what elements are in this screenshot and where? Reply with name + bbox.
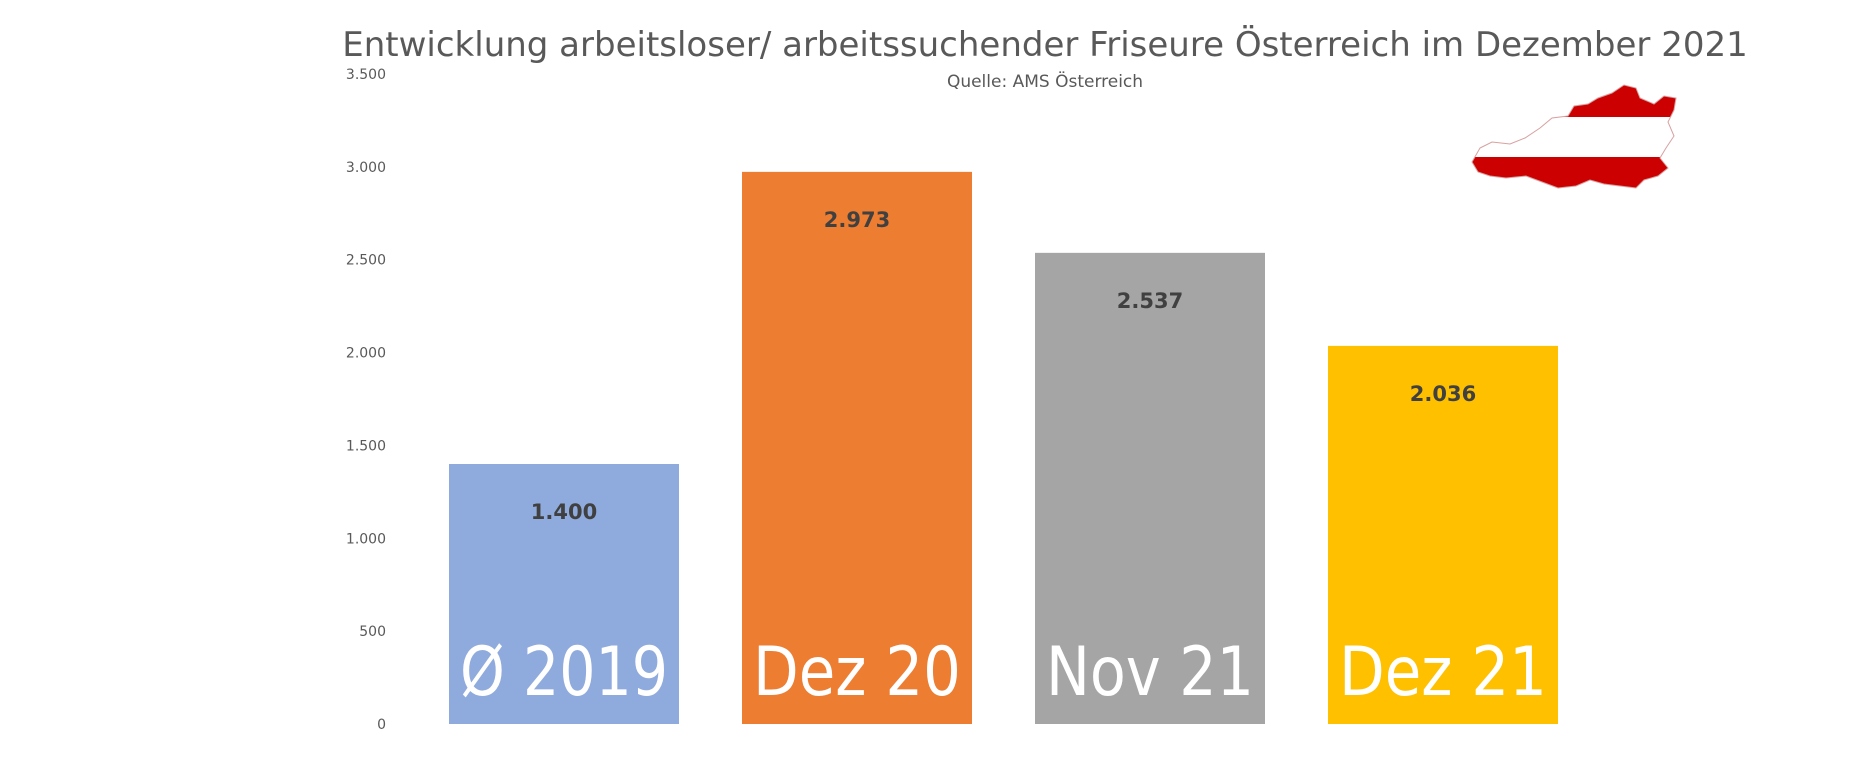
bar-4 <box>1328 345 1558 724</box>
chart-subtitle: Quelle: AMS Österreich <box>947 70 1143 92</box>
bar-1 <box>449 464 679 724</box>
y-tick-label: 2.500 <box>346 253 386 269</box>
y-tick-label: 0 <box>377 717 386 733</box>
bars: 1.400 Ø 2019 2.973 Dez 20 2.537 Nov 21 2.036 De… <box>449 171 1558 725</box>
y-axis: 0 500 1.000 1.500 2.000 2.500 3.000 3.500 <box>346 67 386 733</box>
category-label: Dez 21 <box>1339 633 1547 712</box>
austria-flag-map-icon <box>1471 84 1677 189</box>
category-label: Dez 20 <box>753 633 961 712</box>
bar-3 <box>1035 252 1265 725</box>
bar-2 <box>742 171 972 724</box>
data-label: 2.973 <box>824 208 890 232</box>
data-label: 2.537 <box>1117 289 1183 313</box>
y-tick-label: 1.500 <box>346 438 386 454</box>
y-tick-label: 3.500 <box>346 67 386 83</box>
y-tick-label: 500 <box>359 624 386 640</box>
y-tick-label: 2.000 <box>346 346 386 362</box>
y-tick-label: 1.000 <box>346 531 386 547</box>
chart-title: Entwicklung arbeitsloser/ arbeitssuchend… <box>342 24 1748 65</box>
category-label: Ø 2019 <box>460 633 668 712</box>
category-label: Nov 21 <box>1046 633 1254 712</box>
y-tick-label: 3.000 <box>346 160 386 176</box>
data-label: 2.036 <box>1410 382 1476 406</box>
data-label: 1.400 <box>531 500 597 524</box>
